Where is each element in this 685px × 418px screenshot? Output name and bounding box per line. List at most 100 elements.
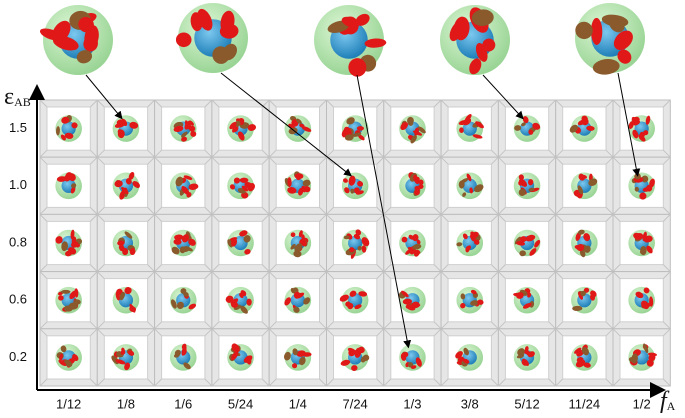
cell-bevel <box>491 149 499 158</box>
cell-bevel <box>662 378 671 387</box>
cell <box>326 213 385 273</box>
domain <box>358 134 365 141</box>
domain <box>469 187 473 194</box>
domain <box>586 125 595 131</box>
cell-bevel <box>211 214 220 222</box>
cell-bevel <box>433 149 442 158</box>
cell-bevel <box>662 214 671 222</box>
cell-bevel <box>433 99 442 108</box>
cell-bevel <box>147 207 155 215</box>
domain <box>76 50 93 64</box>
cell <box>612 328 671 387</box>
domain <box>70 186 76 194</box>
domain <box>462 358 470 364</box>
cell-bevel <box>605 271 614 279</box>
cell-bevel <box>261 378 270 387</box>
domain <box>411 301 420 309</box>
domain <box>65 250 73 257</box>
cell-bevel <box>319 156 327 165</box>
domain <box>576 243 585 252</box>
cell-bevel <box>548 328 557 337</box>
domain <box>592 59 620 75</box>
cell-bevel <box>211 321 220 330</box>
domain <box>414 189 420 196</box>
domain <box>61 116 70 124</box>
domain <box>247 124 256 131</box>
domain <box>346 117 355 125</box>
cell <box>96 99 156 158</box>
cell <box>268 99 328 158</box>
domain <box>188 303 197 310</box>
domain <box>298 230 303 238</box>
cell <box>555 156 614 215</box>
cell-bevel <box>440 264 449 272</box>
domain <box>465 245 472 251</box>
domain <box>634 232 644 240</box>
cell-bevel <box>154 271 162 279</box>
cell-bevel <box>268 328 277 337</box>
domain <box>239 230 248 237</box>
cell-bevel <box>491 214 499 222</box>
domain <box>300 239 307 247</box>
inset <box>575 3 645 75</box>
cell-bevel <box>383 321 392 330</box>
domain <box>173 125 184 133</box>
domain <box>60 289 71 294</box>
cell <box>612 271 671 330</box>
cell-bevel <box>211 149 220 158</box>
cell-bevel <box>548 378 557 387</box>
domain <box>643 287 650 294</box>
cell <box>154 156 213 215</box>
domain <box>643 343 649 354</box>
cell-bevel <box>39 156 48 165</box>
domain <box>127 350 135 356</box>
domain <box>60 345 67 353</box>
domain <box>470 232 475 239</box>
domain <box>528 187 535 192</box>
cell <box>39 156 98 215</box>
cell <box>96 328 156 387</box>
cell-bevel <box>261 156 270 165</box>
cell-bevel <box>147 328 155 337</box>
domain <box>529 248 537 256</box>
domain <box>350 188 355 194</box>
domain <box>233 177 241 184</box>
domain <box>230 238 238 247</box>
y-axis-symbol: ε <box>4 84 14 110</box>
x-tick-label: 1/6 <box>174 396 192 411</box>
cell-bevel <box>498 156 506 165</box>
cell-bevel <box>319 378 327 387</box>
domain <box>649 296 654 307</box>
cell-bevel <box>662 328 671 337</box>
cell <box>211 271 270 330</box>
domain <box>247 183 255 192</box>
domain <box>114 180 123 188</box>
domain <box>240 290 247 297</box>
domain <box>580 290 586 297</box>
domain <box>225 295 234 303</box>
domain <box>343 126 352 137</box>
cell-bevel <box>491 271 499 279</box>
domain <box>349 247 355 253</box>
cell <box>383 328 442 387</box>
cell-bevel <box>376 378 385 387</box>
domain <box>459 178 469 184</box>
domain <box>176 301 184 310</box>
domain <box>633 120 641 126</box>
domain <box>341 16 360 28</box>
domain <box>117 240 125 246</box>
cell-bevel <box>39 328 48 337</box>
domain <box>462 192 467 197</box>
domain <box>295 174 301 181</box>
domain <box>239 177 249 183</box>
domain <box>643 130 649 136</box>
domain <box>190 12 203 32</box>
cell-bevel <box>498 214 506 222</box>
cell-bevel <box>548 264 557 272</box>
domain <box>632 129 639 139</box>
cell-bevel <box>612 214 621 222</box>
cell-bevel <box>268 149 277 158</box>
domain <box>186 192 192 198</box>
domain <box>460 293 466 300</box>
domain <box>129 121 139 129</box>
